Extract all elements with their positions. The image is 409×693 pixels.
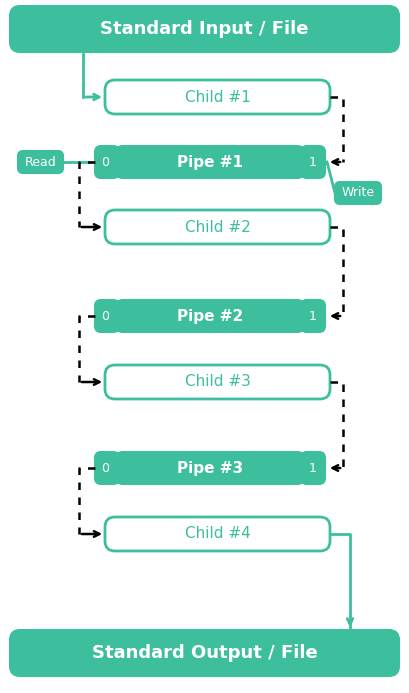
Text: 0: 0	[101, 155, 109, 168]
Text: 1: 1	[309, 462, 317, 475]
FancyBboxPatch shape	[301, 452, 325, 484]
Text: Child #4: Child #4	[184, 527, 250, 541]
FancyBboxPatch shape	[10, 630, 399, 676]
Text: 0: 0	[101, 462, 109, 475]
FancyBboxPatch shape	[115, 146, 305, 178]
FancyBboxPatch shape	[105, 365, 330, 399]
FancyBboxPatch shape	[105, 517, 330, 551]
Text: Child #1: Child #1	[184, 89, 250, 105]
FancyBboxPatch shape	[115, 300, 305, 332]
Text: 1: 1	[309, 310, 317, 322]
FancyBboxPatch shape	[301, 146, 325, 178]
Text: Read: Read	[25, 155, 56, 168]
FancyBboxPatch shape	[335, 182, 381, 204]
Text: Child #3: Child #3	[184, 374, 250, 389]
Text: Pipe #3: Pipe #3	[177, 461, 243, 475]
FancyBboxPatch shape	[95, 452, 119, 484]
FancyBboxPatch shape	[18, 151, 63, 173]
Text: Child #2: Child #2	[184, 220, 250, 234]
Text: Pipe #2: Pipe #2	[177, 308, 243, 324]
Text: Standard Output / File: Standard Output / File	[92, 644, 317, 662]
FancyBboxPatch shape	[95, 146, 119, 178]
FancyBboxPatch shape	[105, 210, 330, 244]
FancyBboxPatch shape	[10, 6, 399, 52]
FancyBboxPatch shape	[301, 300, 325, 332]
FancyBboxPatch shape	[115, 452, 305, 484]
FancyBboxPatch shape	[105, 80, 330, 114]
Text: 0: 0	[101, 310, 109, 322]
Text: Pipe #1: Pipe #1	[177, 155, 243, 170]
Text: 1: 1	[309, 155, 317, 168]
Text: Write: Write	[342, 186, 375, 200]
FancyBboxPatch shape	[95, 300, 119, 332]
Text: Standard Input / File: Standard Input / File	[100, 20, 309, 38]
